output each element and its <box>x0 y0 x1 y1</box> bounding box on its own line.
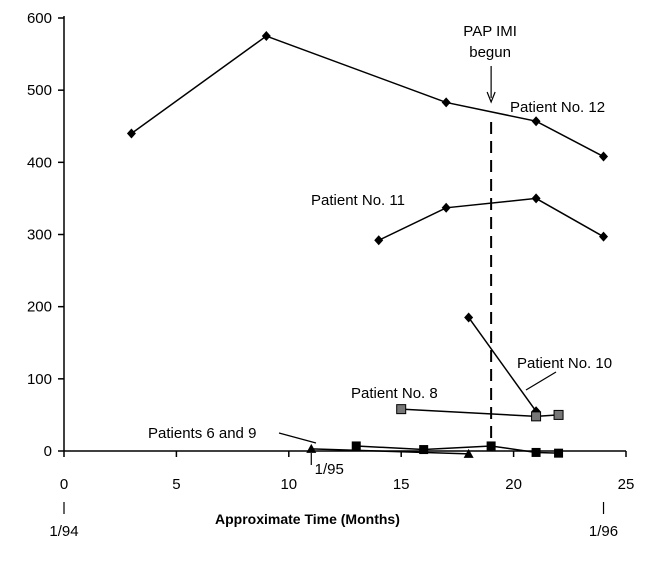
data-point-diamond <box>599 151 609 162</box>
series-line <box>468 317 537 412</box>
x-tick-label: 20 <box>505 476 522 493</box>
axes: 0 100 200 300 400 500 600 0 5 10 15 20 25 1/94 1/95 1/9… <box>27 10 634 540</box>
data-point-square <box>531 447 541 457</box>
y-tick-label: 600 <box>27 10 52 27</box>
y-tick-label: 400 <box>27 154 52 171</box>
data-point-square <box>531 411 542 422</box>
data-point-diamond <box>441 202 451 213</box>
event-marker: PAP IMI begun <box>463 23 517 451</box>
x-axis-label: Approximate Time (Months) <box>215 511 400 527</box>
data-point-diamond <box>464 312 474 323</box>
series-line <box>131 35 604 158</box>
data-point-diamond <box>531 116 541 127</box>
series-annotation: Patient No. 8 <box>351 385 438 402</box>
data-point-triangle <box>306 443 317 453</box>
series-line <box>378 197 604 241</box>
data-point-diamond <box>599 231 609 242</box>
data-point-diamond <box>374 235 384 246</box>
date-marker-label: 1/94 <box>49 523 78 540</box>
data-point-square <box>486 441 496 451</box>
y-tick-label: 300 <box>27 227 52 244</box>
y-tick-label: 0 <box>44 443 52 460</box>
data-point-diamond <box>261 31 271 42</box>
series-line <box>311 448 469 455</box>
x-tick-label: 15 <box>393 476 410 493</box>
y-tick-label: 200 <box>27 299 52 316</box>
series-annotation: Patient No. 11 <box>311 192 405 209</box>
event-arrow-head <box>486 91 496 104</box>
annotations: Patient No. 12 Patient No. 11 Patient No. … <box>148 99 612 444</box>
data-point-square <box>554 448 564 458</box>
x-tick-label: 10 <box>280 476 297 493</box>
data-point-square <box>396 404 407 415</box>
event-label-line1: PAP IMI <box>463 23 517 40</box>
series-annotation: Patient No. 12 <box>510 99 605 116</box>
data-point-triangle <box>463 448 474 458</box>
date-marker-label: 1/96 <box>589 523 618 540</box>
event-label-line2: begun <box>469 44 511 61</box>
y-tick-label: 500 <box>27 82 52 99</box>
series-annotation: Patient No. 10 <box>517 355 612 372</box>
data-point-square <box>419 445 429 455</box>
data-point-diamond <box>441 97 451 108</box>
series-annotation: Patients 6 and 9 <box>148 425 256 442</box>
data-point-diamond <box>531 193 541 204</box>
data-point-square <box>553 409 564 420</box>
annotation-leader-line <box>525 371 557 391</box>
data-point-diamond <box>126 128 136 139</box>
series-line <box>356 445 559 454</box>
data-point-square <box>351 441 361 451</box>
x-tick-label: 5 <box>172 476 180 493</box>
x-tick-label: 0 <box>60 476 68 493</box>
date-marker-label: 1/95 <box>315 461 344 478</box>
y-tick-label: 100 <box>27 371 52 388</box>
x-tick-label: 25 <box>618 476 635 493</box>
annotation-leader-line <box>278 432 317 444</box>
series-markers <box>126 31 609 458</box>
